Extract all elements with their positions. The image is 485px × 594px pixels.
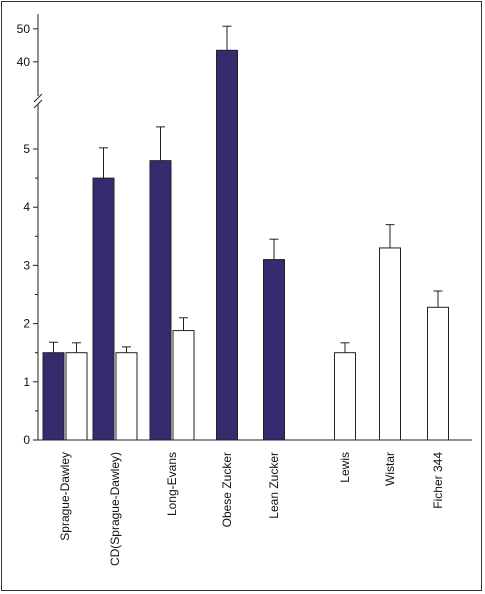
bar-open (334, 352, 356, 441)
y-tick-label: 0 (23, 433, 30, 447)
y-tick-label: 50 (17, 22, 31, 36)
y-tick-label: 1 (23, 375, 30, 389)
y-tick-label: 2 (23, 317, 30, 331)
x-tick-label: Lean Zucker (267, 452, 281, 519)
bar-open (379, 247, 401, 441)
y-tick-label: 4 (23, 200, 30, 214)
labels: Sprague-Dawley CD(Sprague-Dawley) Long-Eva… (58, 452, 445, 566)
x-tick-label: Lewis (338, 452, 352, 483)
bars (42, 25, 449, 441)
bar-open (172, 330, 195, 441)
axis-break-mark (33, 93, 43, 103)
bar-open (65, 352, 88, 441)
bar-filled (92, 177, 115, 441)
y-tick-label: 40 (17, 55, 31, 69)
bar-open (115, 352, 138, 441)
bar-filled (149, 160, 172, 441)
x-tick-label: CD(Sprague-Dawley) (108, 452, 122, 566)
x-tick-label: Long-Evans (165, 452, 179, 516)
bar-open (427, 306, 449, 441)
x-tick-label: Sprague-Dawley (58, 452, 72, 541)
x-tick-label: Wistar (383, 452, 397, 486)
bar-filled (263, 259, 285, 441)
y-tick-label: 5 (23, 142, 30, 156)
x-tick-label: Ficher 344 (431, 452, 445, 509)
y-tick-label: 3 (23, 258, 30, 272)
bar-filled (216, 49, 238, 441)
bar-filled (42, 352, 65, 441)
axis-break-mark (33, 99, 43, 109)
x-tick-label: Obese Zucker (220, 452, 234, 527)
